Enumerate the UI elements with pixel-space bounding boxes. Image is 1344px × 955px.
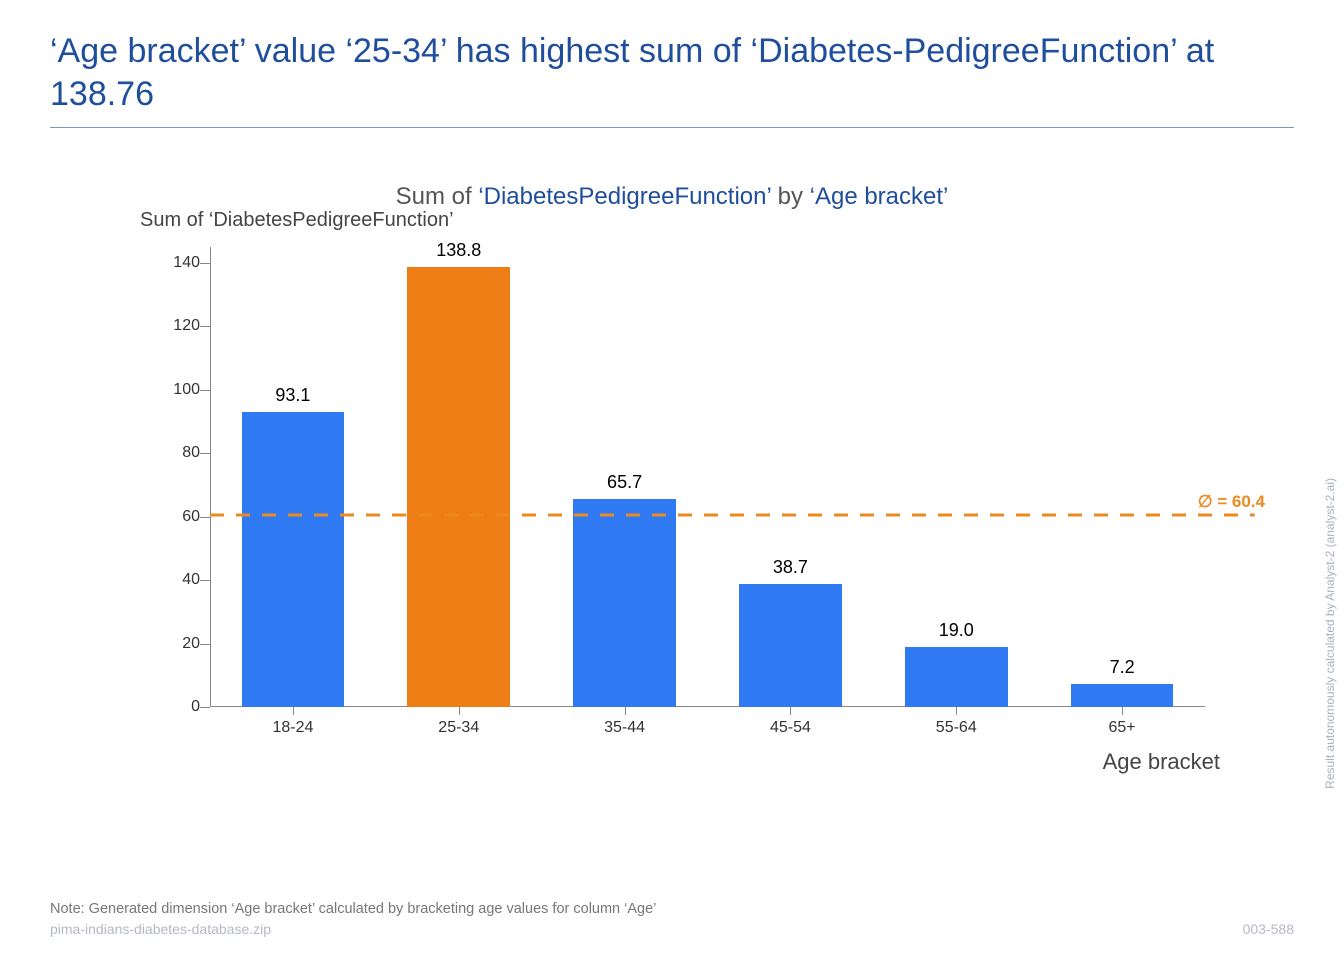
y-tick-label: 80 [182,444,200,462]
y-tick-label: 140 [173,254,200,272]
y-tick [200,517,210,518]
x-tick-label: 65+ [1109,719,1136,737]
y-tick [200,326,210,327]
bar [573,499,676,707]
y-tick-label: 20 [182,635,200,653]
x-tick [293,707,294,715]
y-tick-label: 100 [173,381,200,399]
x-tick-label: 18-24 [272,719,313,737]
y-tick [200,644,210,645]
x-tick-label: 35-44 [604,719,645,737]
x-tick [459,707,460,715]
footer-source: pima-indians-diabetes-database.zip [50,921,271,937]
y-tick [200,580,210,581]
footer: Note: Generated dimension ‘Age bracket’ … [50,901,1294,937]
chart-title-mid: by [771,183,810,210]
y-tick [200,707,210,708]
plot-area: Age bracket 02040608010012014093.118-241… [210,247,1205,707]
y-tick-label: 0 [191,698,200,716]
bar [1071,684,1174,707]
bar-value-label: 19.0 [939,620,974,641]
y-tick-label: 120 [173,317,200,335]
x-tick [1122,707,1123,715]
average-label: ∅ = 60.4 [1198,492,1265,512]
y-tick-label: 40 [182,571,200,589]
y-tick [200,390,210,391]
bar-value-label: 65.7 [607,472,642,493]
bar-value-label: 38.7 [773,557,808,578]
footer-note: Note: Generated dimension ‘Age bracket’ … [50,901,1294,917]
y-tick-label: 60 [182,508,200,526]
bar [739,584,842,707]
attribution-side: Result autonomously calculated by Analys… [1323,478,1337,789]
x-axis [210,706,1205,707]
chart-title-dimension: ‘Age bracket’ [810,183,949,210]
y-tick [200,453,210,454]
bar [407,267,510,707]
y-tick [200,263,210,264]
x-tick [625,707,626,715]
bar-value-label: 138.8 [436,240,481,261]
x-axis-title: Age bracket [1103,749,1220,775]
bar-value-label: 7.2 [1110,657,1135,678]
y-axis-label: Sum of ‘DiabetesPedigreeFunction’ [140,209,454,232]
x-tick-label: 25-34 [438,719,479,737]
chart-title-metric: ‘DiabetesPedigreeFunction’ [478,183,771,210]
x-tick-label: 45-54 [770,719,811,737]
bar [905,647,1008,707]
headline-divider [50,127,1294,128]
y-axis [210,247,211,707]
x-tick-label: 55-64 [936,719,977,737]
x-tick [790,707,791,715]
bar-value-label: 93.1 [275,385,310,406]
chart-container: Sum of ‘DiabetesPedigreeFunction’ Age br… [110,227,1230,767]
footer-code: 003-588 [1243,921,1294,937]
chart-title: Sum of ‘DiabetesPedigreeFunction’ by ‘Ag… [50,183,1294,211]
chart-title-prefix: Sum of [396,183,479,210]
x-tick [956,707,957,715]
bar [242,412,345,707]
headline: ‘Age bracket’ value ‘25-34’ has highest … [50,30,1294,127]
